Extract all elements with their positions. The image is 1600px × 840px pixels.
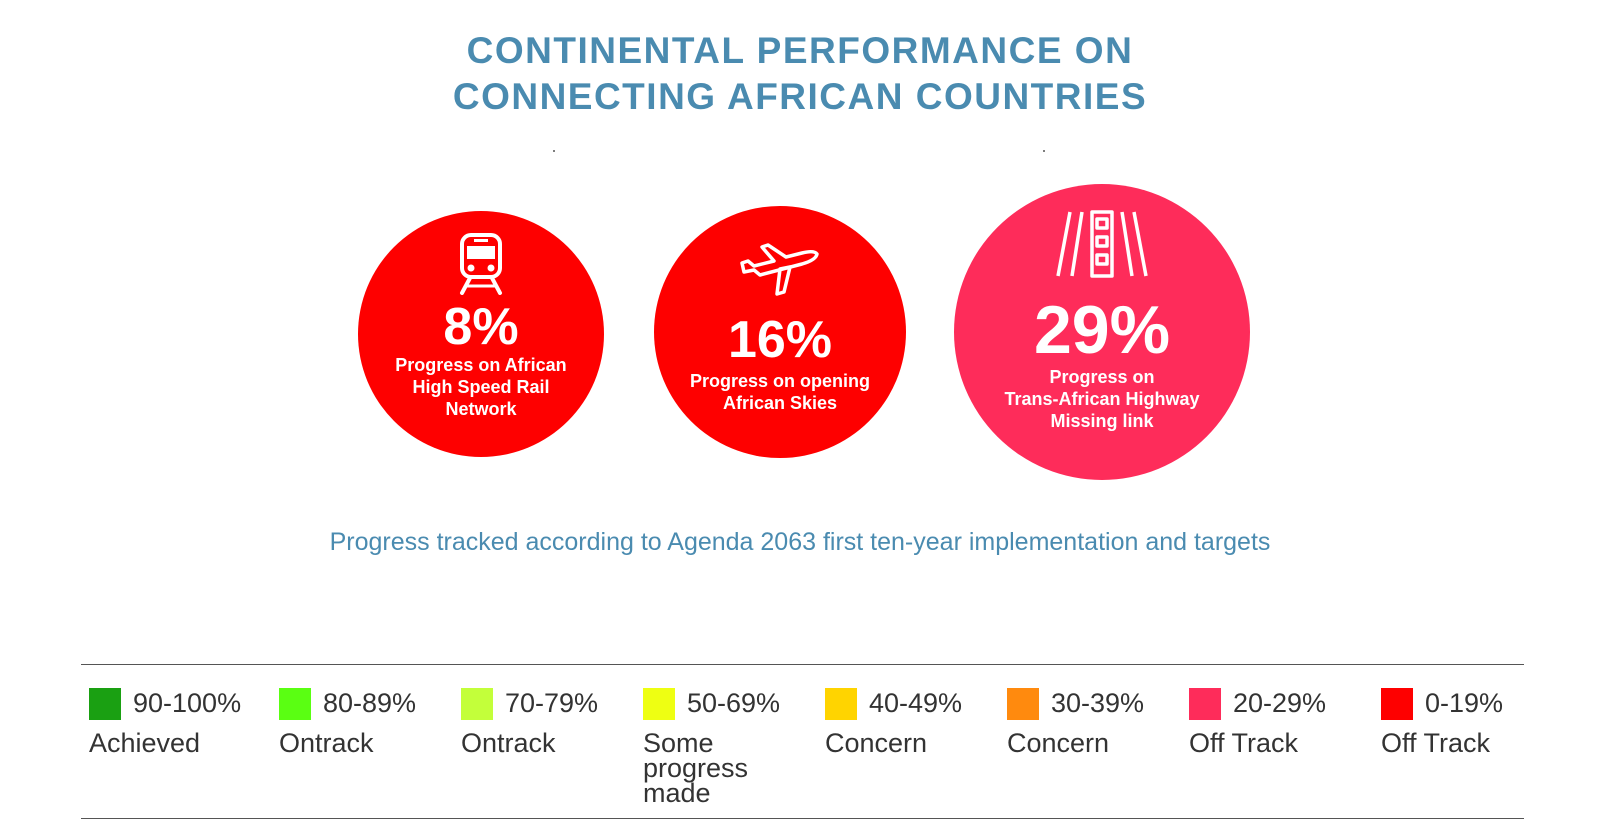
tracking-note: Progress tracked according to Agenda 206… bbox=[329, 528, 1271, 556]
train-icon bbox=[460, 233, 502, 295]
label-line: African Skies bbox=[722, 393, 838, 413]
indicator-skies: 16% Progress on opening African Skies bbox=[654, 206, 906, 458]
legend-swatch bbox=[825, 688, 857, 720]
label-line: Progress on bbox=[1049, 367, 1155, 387]
road-icon bbox=[1056, 210, 1148, 278]
label-line: Progress on African bbox=[395, 355, 567, 375]
skies-progress-label: Progress on opening African Skies bbox=[690, 370, 870, 414]
legend-range: 90-100% bbox=[133, 688, 242, 718]
decorative-dot bbox=[1043, 150, 1045, 152]
page-title: CONTINENTAL PERFORMANCE ON CONNECTING AF… bbox=[0, 28, 1600, 120]
rail-progress-label: Progress on African High Speed Rail Netw… bbox=[395, 354, 566, 420]
legend-swatch bbox=[279, 688, 311, 720]
legend-bottom-divider bbox=[81, 818, 1524, 819]
highway-progress-value: 29% bbox=[1033, 292, 1171, 368]
indicator-highway: 29% Progress on Trans-African Highway Mi… bbox=[954, 184, 1250, 480]
legend-swatch bbox=[461, 688, 493, 720]
rail-progress-value: 8% bbox=[443, 298, 519, 356]
skies-progress-value: 16% bbox=[727, 311, 833, 369]
legend-status: Concern bbox=[1007, 728, 1110, 758]
legend-swatch bbox=[1189, 688, 1221, 720]
decorative-dot bbox=[553, 150, 555, 152]
legend-swatch bbox=[1007, 688, 1039, 720]
legend-top-divider bbox=[81, 664, 1524, 665]
legend-status: Concern bbox=[825, 728, 928, 758]
label-line: Network bbox=[445, 399, 517, 419]
legend-swatch bbox=[643, 688, 675, 720]
label-line: High Speed Rail bbox=[412, 377, 550, 397]
legend-status: Off Track bbox=[1381, 728, 1491, 758]
label-line: Missing link bbox=[1050, 411, 1154, 431]
legend-range: 30-39% bbox=[1051, 688, 1145, 718]
title-line-1: CONTINENTAL PERFORMANCE ON bbox=[466, 30, 1134, 71]
legend-range: 0-19% bbox=[1425, 688, 1504, 718]
legend-status: Ontrack bbox=[461, 728, 556, 758]
legend-range: 40-49% bbox=[869, 688, 963, 718]
title-line-2: CONNECTING AFRICAN COUNTRIES bbox=[452, 76, 1148, 117]
legend-swatch bbox=[1381, 688, 1413, 720]
legend-status: Off Track bbox=[1189, 728, 1299, 758]
legend-range: 70-79% bbox=[505, 688, 599, 718]
indicator-rail: 8% Progress on African High Speed Rail N… bbox=[358, 211, 604, 457]
legend-range: 80-89% bbox=[323, 688, 417, 718]
legend-range: 50-69% bbox=[687, 688, 781, 718]
highway-progress-label: Progress on Trans-African Highway Missin… bbox=[1004, 366, 1199, 432]
legend-status: Ontrack bbox=[279, 728, 374, 758]
legend-range: 20-29% bbox=[1233, 688, 1327, 718]
airplane-icon bbox=[740, 243, 819, 296]
legend-status: Some progress made bbox=[643, 728, 749, 808]
legend-status: Achieved bbox=[89, 728, 201, 758]
label-line: Progress on opening bbox=[689, 371, 871, 391]
label-line: Trans-African Highway bbox=[1004, 389, 1200, 409]
legend-swatch bbox=[89, 688, 121, 720]
